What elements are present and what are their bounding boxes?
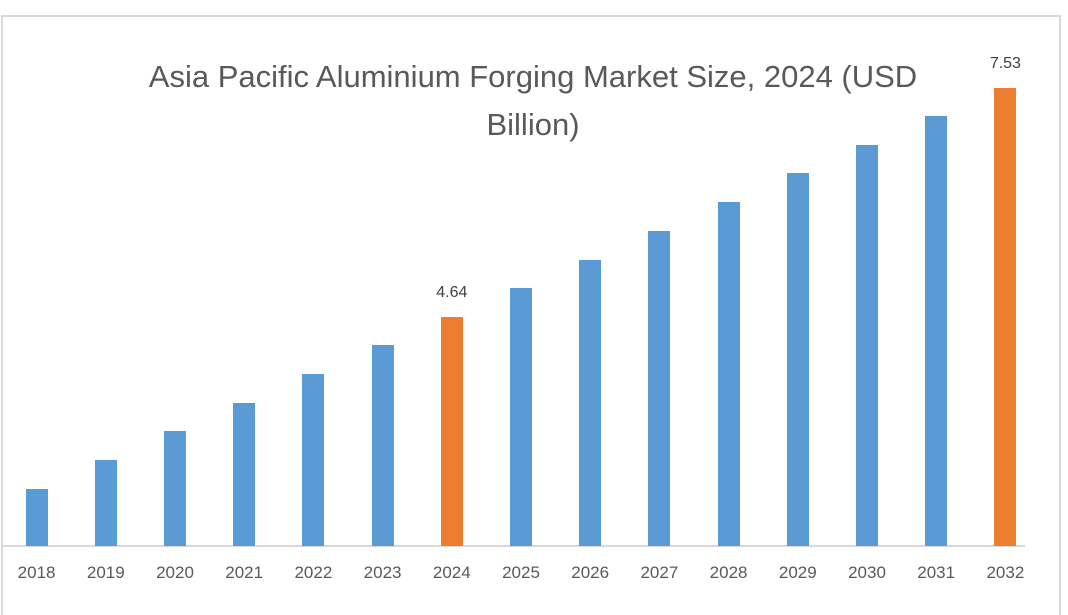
bar-2024 — [440, 317, 463, 546]
bar-2027 — [648, 231, 671, 546]
bar-2022 — [302, 374, 325, 546]
x-tick-2027: 2027 — [640, 563, 679, 582]
x-tick-2031: 2031 — [917, 563, 956, 582]
bar-2019 — [94, 460, 117, 546]
chart-title-line-2: Billion) — [486, 107, 580, 142]
bar-2018 — [25, 489, 48, 546]
x-tick-2026: 2026 — [571, 563, 610, 582]
x-tick-2029: 2029 — [778, 563, 817, 582]
x-tick-2025: 2025 — [502, 563, 540, 582]
chart-title-line-1: Asia Pacific Aluminium Forging Market Si… — [148, 59, 918, 94]
bar-2025 — [510, 288, 532, 546]
x-tick-2023: 2023 — [363, 563, 402, 582]
data-label-2024: 4.64 — [436, 284, 468, 301]
bar-2023 — [371, 345, 394, 546]
bar-2028 — [717, 202, 740, 546]
bar-2020 — [164, 431, 186, 546]
bar-2031 — [925, 116, 948, 546]
x-tick-2028: 2028 — [709, 563, 748, 582]
bar-2029 — [786, 173, 809, 546]
x-tick-2022: 2022 — [294, 563, 333, 582]
bar-2021 — [233, 403, 256, 546]
x-tick-2020: 2020 — [156, 563, 194, 582]
x-tick-2030: 2030 — [848, 563, 886, 582]
x-tick-2018: 2018 — [17, 563, 56, 582]
x-tick-2021: 2021 — [225, 563, 264, 582]
x-axis-line — [2, 545, 1025, 547]
data-label-2032: 7.53 — [989, 55, 1021, 72]
x-tick-2032: 2032 — [986, 563, 1025, 582]
bar-2032 — [994, 88, 1017, 546]
x-tick-2019: 2019 — [86, 563, 125, 582]
bar-2030 — [856, 145, 878, 546]
bar-2026 — [579, 260, 602, 546]
chart-title: Asia Pacific Aluminium Forging Market Si… — [3, 53, 1063, 149]
x-tick-2024: 2024 — [432, 563, 471, 582]
